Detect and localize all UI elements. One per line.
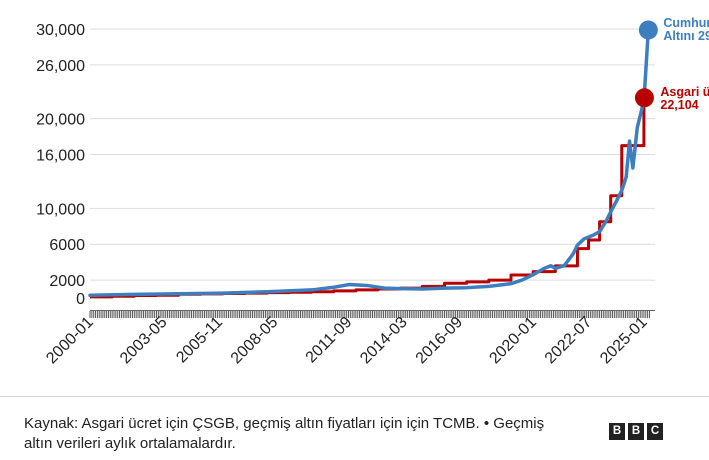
x-tick-label: 2014-03 xyxy=(357,314,411,368)
bbc-logo: B B C xyxy=(609,423,663,440)
x-tick-label: 2000-01 xyxy=(43,314,97,368)
gridlines xyxy=(90,28,655,281)
end-label-cumhuriyet-altini: Cumhuriyet xyxy=(663,16,709,30)
y-tick-label: 20,000 xyxy=(36,112,85,129)
y-tick-label: 2000 xyxy=(49,273,85,290)
series-line-cumhuriyet-altini xyxy=(88,28,651,298)
y-tick-label: 10,000 xyxy=(36,201,85,218)
end-label-asgari-ucret: Asgari ücret xyxy=(660,85,709,99)
x-tick-label: 2022-07 xyxy=(542,314,596,368)
y-tick-label: 6000 xyxy=(49,237,85,254)
x-tick-label: 2020-01 xyxy=(486,314,540,368)
end-marker-cumhuriyet-altini xyxy=(638,20,658,40)
x-tick-label: 2008-05 xyxy=(228,314,282,368)
source-note: Kaynak: Asgari ücret için ÇSGB, geçmiş a… xyxy=(24,415,545,452)
series-group xyxy=(88,28,651,299)
x-tick-label: 2011-09 xyxy=(303,314,356,367)
x-axis-month-ticks xyxy=(89,311,650,318)
line-chart: 02000600010,00016,00020,00026,00030,000 … xyxy=(36,16,709,368)
bbc-logo-letter: B xyxy=(628,423,644,440)
y-tick-label: 30,000 xyxy=(36,22,85,39)
end-label-cumhuriyet-altini-value: Altını 29,888 xyxy=(663,29,709,43)
y-tick-label: 26,000 xyxy=(36,58,85,75)
end-label-asgari-ucret-value: 22,104 xyxy=(660,98,698,112)
annotations: CumhuriyetAltını 29,888 Asgari ücret22,10… xyxy=(634,16,709,112)
chart-footer: Kaynak: Asgari ücret için ÇSGB, geçmiş a… xyxy=(0,396,709,460)
end-marker-asgari-ucret xyxy=(634,88,654,108)
y-tick-label: 16,000 xyxy=(36,148,85,165)
x-tick-label: 2003-05 xyxy=(117,314,171,368)
x-tick-label: 2016-09 xyxy=(413,314,467,368)
bbc-logo-letter: B xyxy=(609,423,625,440)
y-tick-label: 0 xyxy=(76,291,85,308)
x-tick-label: 2005-11 xyxy=(173,314,226,367)
x-tick-label: 2025-01 xyxy=(597,314,651,368)
bbc-logo-letter: C xyxy=(647,423,663,440)
x-axis: 2000-01 2003-05 2005-11 2008-05 2011-09 2014-… xyxy=(43,310,655,368)
